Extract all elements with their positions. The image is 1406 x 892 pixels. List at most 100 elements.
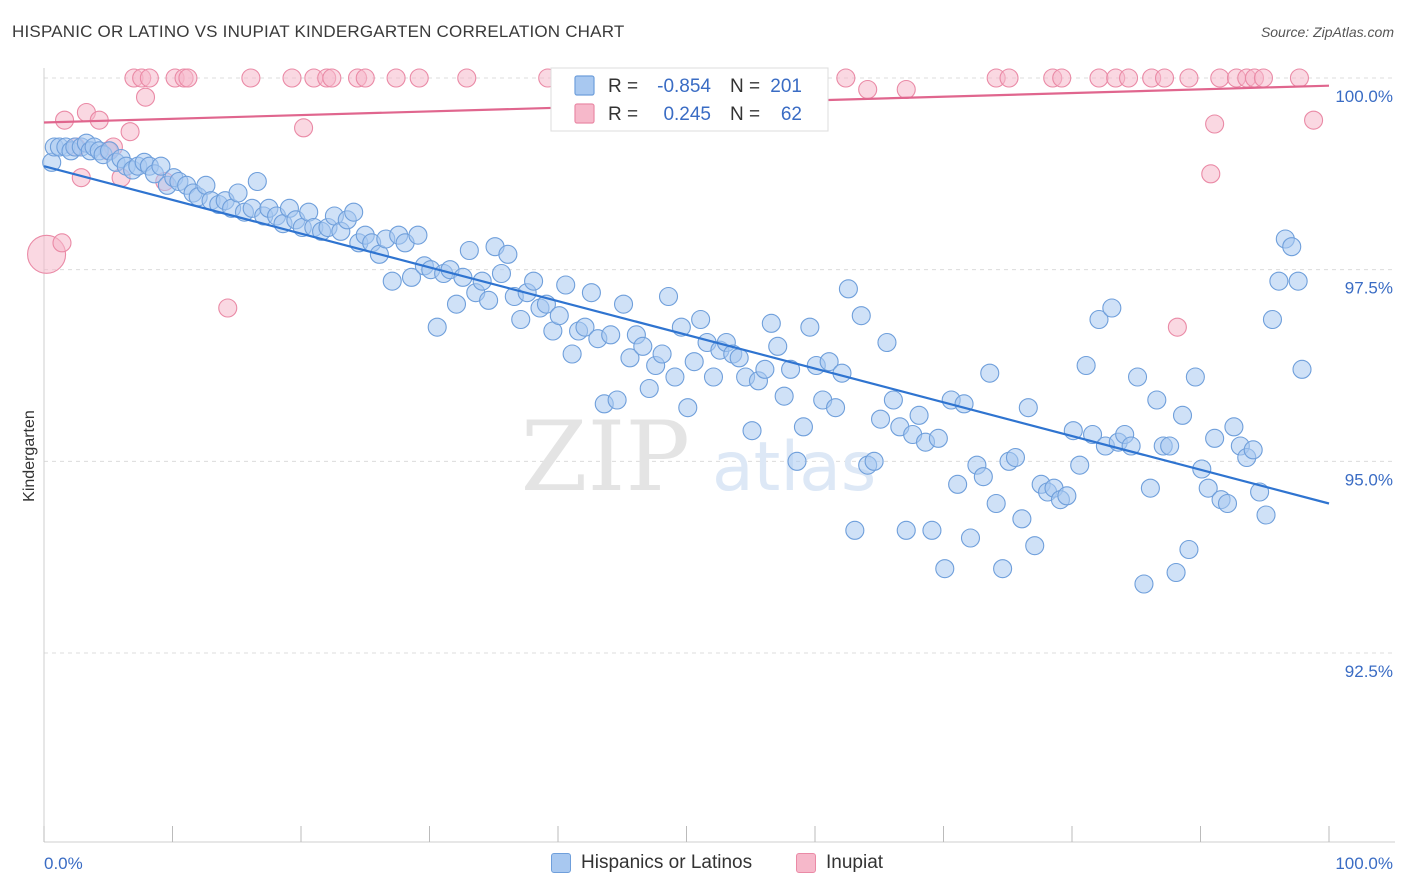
legend-r-label-pink: R = <box>608 104 638 125</box>
hispanic-point <box>793 417 813 437</box>
hispanic-point <box>524 271 544 291</box>
hispanic-point <box>498 244 518 264</box>
hispanic-point <box>639 378 659 399</box>
hispanic-point <box>228 183 248 203</box>
hispanic-point <box>1025 536 1045 556</box>
hispanic-point <box>556 275 576 295</box>
legend-n-value-pink: 62 <box>781 104 802 125</box>
hispanic-point <box>446 294 467 314</box>
watermark-zip: ZIP <box>521 401 690 513</box>
hispanic-point <box>344 202 364 222</box>
inupiat-point <box>241 68 261 88</box>
inupiat-point <box>1167 317 1187 337</box>
hispanic-point <box>151 156 171 176</box>
hispanic-point <box>826 398 846 418</box>
hispanic-point <box>613 294 634 314</box>
legend-swatch-hispanics <box>551 853 571 873</box>
hispanic-point <box>1160 436 1180 456</box>
y-tick-label: 95.0% <box>1345 470 1393 489</box>
inupiat-point <box>409 68 429 88</box>
y-tick-label: 92.5% <box>1345 662 1393 681</box>
hispanic-point <box>787 451 807 471</box>
hispanic-point <box>729 348 749 368</box>
inupiat-point <box>1210 68 1230 88</box>
inupiat-point <box>999 68 1019 88</box>
hispanic-point <box>935 559 955 579</box>
inupiat-point <box>1205 114 1225 134</box>
hispanic-point <box>247 171 267 192</box>
hispanic-point <box>980 363 1000 383</box>
legend-item-inupiat[interactable]: Inupiat <box>796 852 883 874</box>
chart-title: HISPANIC OR LATINO VS INUPIAT KINDERGART… <box>12 22 625 41</box>
hispanic-trend-line <box>43 165 1330 505</box>
inupiat-point <box>52 233 72 253</box>
hispanic-point <box>1012 509 1032 529</box>
legend-r-value-pink: 0.245 <box>663 104 711 125</box>
watermark: ZIP atlas <box>521 401 877 513</box>
hispanic-point <box>845 520 865 540</box>
hispanic-point <box>1282 237 1302 257</box>
hispanic-point <box>1262 309 1283 330</box>
hispanic-point <box>800 317 820 337</box>
hispanic-point <box>1005 447 1026 468</box>
hispanic-point <box>838 279 858 299</box>
y-axis-label: Kindergarten <box>21 410 38 502</box>
hispanic-point <box>761 313 781 333</box>
hispanic-point <box>768 336 788 356</box>
y-tick-label: 97.5% <box>1345 279 1393 298</box>
tick-labels: 92.5% 95.0% 97.5% 100.0% 0.0% 100.0% <box>44 87 1393 873</box>
legend-r-label-blue: R = <box>608 76 638 97</box>
inupiat-point <box>386 68 406 88</box>
inupiat-point <box>178 68 198 88</box>
hispanic-point <box>453 267 473 287</box>
hispanic-point <box>703 367 724 387</box>
inupiat-point <box>218 298 238 318</box>
hispanic-point <box>427 317 447 337</box>
axis-layer <box>43 68 1395 843</box>
hispanic-point <box>864 451 884 471</box>
legend-label-hispanics: Hispanics or Latinos <box>581 852 753 873</box>
hispanic-point <box>1070 455 1090 475</box>
hispanic-point <box>1147 390 1167 410</box>
legend-item-hispanics[interactable]: Hispanics or Latinos <box>551 852 752 874</box>
bottom-legend: Hispanics or Latinos Inupiat <box>0 848 1406 880</box>
hispanic-point <box>781 359 801 379</box>
hispanic-point <box>1057 486 1077 506</box>
inupiat-point <box>1118 68 1139 88</box>
hispanic-point <box>1288 271 1308 291</box>
hispanic-point <box>1102 298 1122 318</box>
hispanic-point <box>479 290 499 310</box>
inupiat-point <box>1089 68 1109 88</box>
hispanic-point <box>986 493 1006 514</box>
hispanic-point <box>1166 562 1186 583</box>
hispanic-point <box>1224 417 1244 437</box>
hispanic-point <box>691 309 711 330</box>
inupiat-point <box>1253 68 1274 88</box>
hispanic-point <box>1076 355 1096 376</box>
hispanic-point <box>1256 505 1276 525</box>
hispanic-point <box>382 271 402 291</box>
x-tick-label: 100.0% <box>1335 854 1393 873</box>
hispanic-point <box>408 225 428 245</box>
hispanic-point <box>1179 539 1199 560</box>
hispanic-point <box>1292 359 1312 379</box>
hispanic-point <box>1205 428 1225 448</box>
inupiat-point <box>1289 68 1309 88</box>
legend-label-inupiat: Inupiat <box>826 852 884 873</box>
hispanic-point <box>1083 424 1103 445</box>
legend-n-value-blue: 201 <box>770 76 802 97</box>
hispanic-point <box>877 332 897 353</box>
legend-swatch-inupiat <box>796 853 816 873</box>
hispanic-point <box>948 474 968 494</box>
hispanic-point <box>819 352 839 372</box>
hispanic-point <box>883 390 903 410</box>
inupiat-point <box>896 79 916 100</box>
legend-r-value-blue: -0.854 <box>657 76 711 97</box>
legend-swatch-blue <box>574 75 595 96</box>
hispanic-point <box>993 559 1013 579</box>
hispanic-point <box>511 309 531 330</box>
hispanic-point <box>1134 574 1154 594</box>
hispanic-point <box>1217 493 1238 514</box>
hispanic-point <box>1198 478 1218 498</box>
